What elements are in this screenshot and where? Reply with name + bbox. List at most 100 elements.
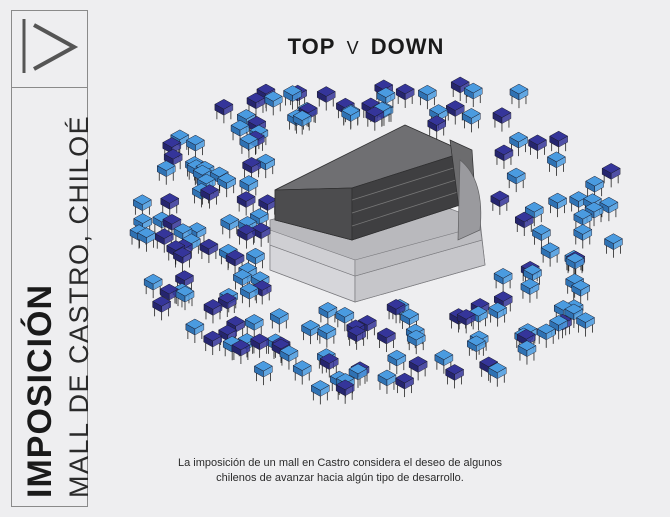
house-icon <box>263 91 283 116</box>
house-icon <box>585 175 605 201</box>
house-icon <box>172 247 192 272</box>
house-icon <box>466 335 486 360</box>
caption: La imposición de un mall en Castro consi… <box>140 456 540 486</box>
house-icon <box>427 115 447 140</box>
house-icon <box>549 130 569 156</box>
house-icon <box>494 144 514 169</box>
house-icon <box>573 208 593 234</box>
house-icon <box>319 353 339 378</box>
house-icon <box>253 360 273 386</box>
house-icon <box>450 76 470 101</box>
house-icon <box>174 270 195 295</box>
house-icon <box>225 249 245 275</box>
house-icon <box>242 157 262 182</box>
house-icon <box>540 242 560 267</box>
house-icon <box>576 312 596 337</box>
house-icon <box>463 82 483 108</box>
house-icon <box>603 233 624 258</box>
house-icon <box>487 362 507 387</box>
house-icon <box>292 360 312 385</box>
house-icon <box>445 100 465 125</box>
house-icon <box>231 339 251 364</box>
house-icon <box>461 108 481 133</box>
house-icon <box>217 172 237 198</box>
house-icon <box>335 306 355 332</box>
house-icon <box>517 340 537 365</box>
house-icon <box>156 160 176 185</box>
house-icon <box>214 98 234 124</box>
mall-building <box>269 124 486 303</box>
illustration-mall-and-houses <box>129 76 624 405</box>
page-subtitle: MALL DE CASTRO, CHILOÉ <box>64 114 94 498</box>
caption-line-1: La imposición de un mall en Castro consi… <box>177 457 503 469</box>
house-icon <box>185 318 205 344</box>
house-icon <box>279 345 299 370</box>
house-icon <box>185 134 205 160</box>
house-icon <box>509 131 529 157</box>
house-icon <box>509 83 529 109</box>
house-icon <box>506 167 526 193</box>
house-icon <box>162 214 182 239</box>
house-icon <box>514 211 534 236</box>
house-icon <box>548 192 568 218</box>
house-icon <box>318 302 338 327</box>
houses-front-group <box>129 201 624 405</box>
house-icon <box>154 228 174 253</box>
brand-title-separator: V <box>346 38 360 58</box>
house-icon <box>376 87 396 112</box>
house-icon <box>335 379 355 404</box>
house-icon <box>445 364 465 389</box>
house-icon <box>492 107 512 132</box>
brand-title-right: DOWN <box>370 34 445 59</box>
house-icon <box>160 193 180 218</box>
logo-box <box>12 11 87 88</box>
house-icon <box>283 85 303 110</box>
house-icon <box>387 349 407 375</box>
houses-back-group <box>132 76 621 222</box>
brand-title: TOP V DOWN <box>266 34 466 60</box>
house-icon <box>203 299 223 324</box>
house-icon <box>601 163 621 188</box>
house-icon <box>493 268 513 293</box>
house-icon <box>524 201 544 227</box>
house-icon <box>316 86 336 111</box>
house-icon <box>395 83 415 108</box>
house-icon <box>376 327 396 352</box>
house-icon <box>341 105 361 130</box>
house-icon <box>132 194 152 219</box>
house-icon <box>400 308 420 333</box>
house-icon <box>236 224 256 249</box>
house-icon <box>456 309 476 334</box>
house-icon <box>220 214 240 239</box>
house-icon <box>310 380 330 405</box>
house-icon <box>175 285 195 311</box>
house-icon <box>434 349 454 374</box>
caption-line-2: chilenos de avanzar hacia algún tipo de … <box>216 472 464 484</box>
house-icon <box>230 119 250 145</box>
house-icon <box>256 153 276 179</box>
house-icon <box>347 325 367 350</box>
house-icon <box>490 190 510 215</box>
house-icon <box>571 280 591 305</box>
house-icon <box>292 110 312 135</box>
house-icon <box>239 133 259 158</box>
house-icon <box>152 296 172 321</box>
house-icon <box>365 106 385 131</box>
house-icon <box>143 273 163 299</box>
house-icon <box>536 323 556 348</box>
house-icon <box>546 151 566 176</box>
house-icon <box>203 330 223 356</box>
house-icon <box>549 315 569 340</box>
brand-title-left: TOP <box>287 34 336 59</box>
house-icon <box>599 196 619 222</box>
house-icon <box>199 238 219 264</box>
house-icon <box>527 134 548 159</box>
house-icon <box>317 323 337 348</box>
house-icon <box>269 308 289 333</box>
house-icon <box>250 333 270 358</box>
house-icon <box>386 299 406 324</box>
house-icon <box>301 319 321 345</box>
house-icon <box>408 356 428 381</box>
house-icon <box>488 302 508 327</box>
chevron-right-icon <box>22 19 79 73</box>
